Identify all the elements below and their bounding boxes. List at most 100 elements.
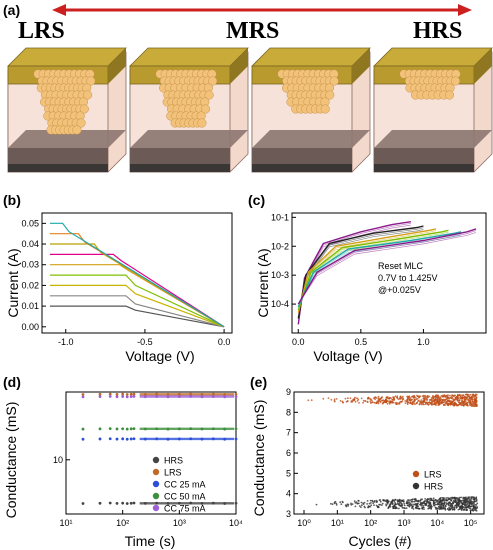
e-point xyxy=(390,397,392,400)
e-point xyxy=(471,398,474,401)
e-point xyxy=(472,504,474,507)
e-point xyxy=(466,398,469,400)
e-point xyxy=(393,499,395,502)
device-3 xyxy=(251,47,371,173)
d-point xyxy=(121,395,125,398)
e-point xyxy=(366,500,369,502)
b-y-tick-label: 0.02 xyxy=(21,280,39,290)
e-point xyxy=(451,506,453,509)
e-point xyxy=(399,398,402,400)
e-point xyxy=(436,399,439,401)
e-point xyxy=(468,398,471,400)
e-point xyxy=(335,502,338,505)
e-point xyxy=(444,505,447,507)
d-legend-label: HRS xyxy=(164,456,183,466)
e-point xyxy=(415,499,418,502)
d-point xyxy=(115,395,119,399)
b-y-tick-label: 0.05 xyxy=(21,218,39,228)
e-point xyxy=(344,397,347,400)
e-point xyxy=(439,500,441,502)
d-point xyxy=(121,437,125,441)
e-point xyxy=(401,504,404,507)
e-point xyxy=(360,506,362,508)
iv-chart-set: Current (A) Voltage (V) -1.0 -0.5 0.0 0.00 0… xyxy=(5,212,233,364)
e-point xyxy=(475,403,478,406)
e-point xyxy=(344,504,347,506)
e-point xyxy=(473,502,475,505)
e-point xyxy=(333,502,336,505)
d-point xyxy=(108,437,112,441)
e-point xyxy=(440,398,442,401)
substrate xyxy=(374,164,474,172)
e-point xyxy=(463,403,466,406)
e-point xyxy=(379,500,382,503)
e-point xyxy=(357,500,360,502)
e-point xyxy=(413,396,415,399)
filament-sphere xyxy=(86,76,96,86)
e-point xyxy=(429,499,431,502)
e-point xyxy=(449,498,452,501)
b-series-line-8 xyxy=(49,233,225,328)
e-point xyxy=(386,396,389,398)
d-point xyxy=(129,427,133,431)
d-legend-marker xyxy=(152,492,160,500)
top-electrode-side xyxy=(474,48,492,84)
c-series-line-4 xyxy=(297,229,449,311)
e-point xyxy=(437,401,440,404)
e-point xyxy=(450,503,453,505)
filament-sphere xyxy=(197,118,207,128)
e-point xyxy=(465,403,468,405)
d-point xyxy=(132,437,136,441)
c-y-tick-label: 10-3 xyxy=(271,270,289,280)
e-point xyxy=(455,404,458,407)
e-point xyxy=(386,499,388,502)
e-point xyxy=(330,398,333,401)
d-legend-marker xyxy=(152,468,160,476)
e-point xyxy=(446,497,449,499)
e-point xyxy=(356,502,359,505)
d-point xyxy=(108,427,112,430)
e-point xyxy=(391,502,394,505)
e-legend-marker xyxy=(412,482,420,490)
e-point xyxy=(467,505,470,508)
e-point xyxy=(369,400,372,402)
e-point xyxy=(474,394,477,397)
e-point xyxy=(454,394,457,397)
e-point xyxy=(345,505,348,508)
bottom-electrode-top xyxy=(130,130,248,148)
e-point xyxy=(377,395,380,398)
b-y-tick-label: 0.03 xyxy=(21,260,39,270)
e-point xyxy=(455,396,458,398)
e-x-tick-label: 10² xyxy=(364,518,377,528)
e-point xyxy=(384,500,387,502)
e-point xyxy=(407,499,409,501)
e-point xyxy=(333,400,336,403)
e-point xyxy=(389,505,392,508)
e-point xyxy=(466,404,469,407)
e-point xyxy=(389,503,391,506)
e-point xyxy=(445,503,448,506)
e-point xyxy=(394,507,397,510)
e-point xyxy=(376,500,378,503)
e-point xyxy=(381,396,383,398)
e-point xyxy=(420,399,423,401)
e-point xyxy=(457,403,460,406)
e-series-2 xyxy=(315,496,479,512)
e-point xyxy=(474,508,477,511)
e-point xyxy=(450,505,453,508)
e-x-tick-label: 10¹ xyxy=(331,518,344,528)
d-point xyxy=(98,395,102,399)
bottom-electrode-face xyxy=(8,148,108,164)
e-point xyxy=(427,403,430,406)
e-point xyxy=(409,499,411,502)
e-point xyxy=(469,501,471,503)
c-annotation: Reset MLC 0.7V to 1.425V @+0.025V xyxy=(378,261,438,295)
e-y-tick-label: 4 xyxy=(286,489,291,499)
e-point xyxy=(474,506,477,508)
e-point xyxy=(474,399,476,401)
e-point xyxy=(414,403,416,406)
e-point xyxy=(463,509,465,511)
e-point xyxy=(463,400,465,403)
e-point xyxy=(411,506,414,508)
e-point xyxy=(425,503,428,505)
